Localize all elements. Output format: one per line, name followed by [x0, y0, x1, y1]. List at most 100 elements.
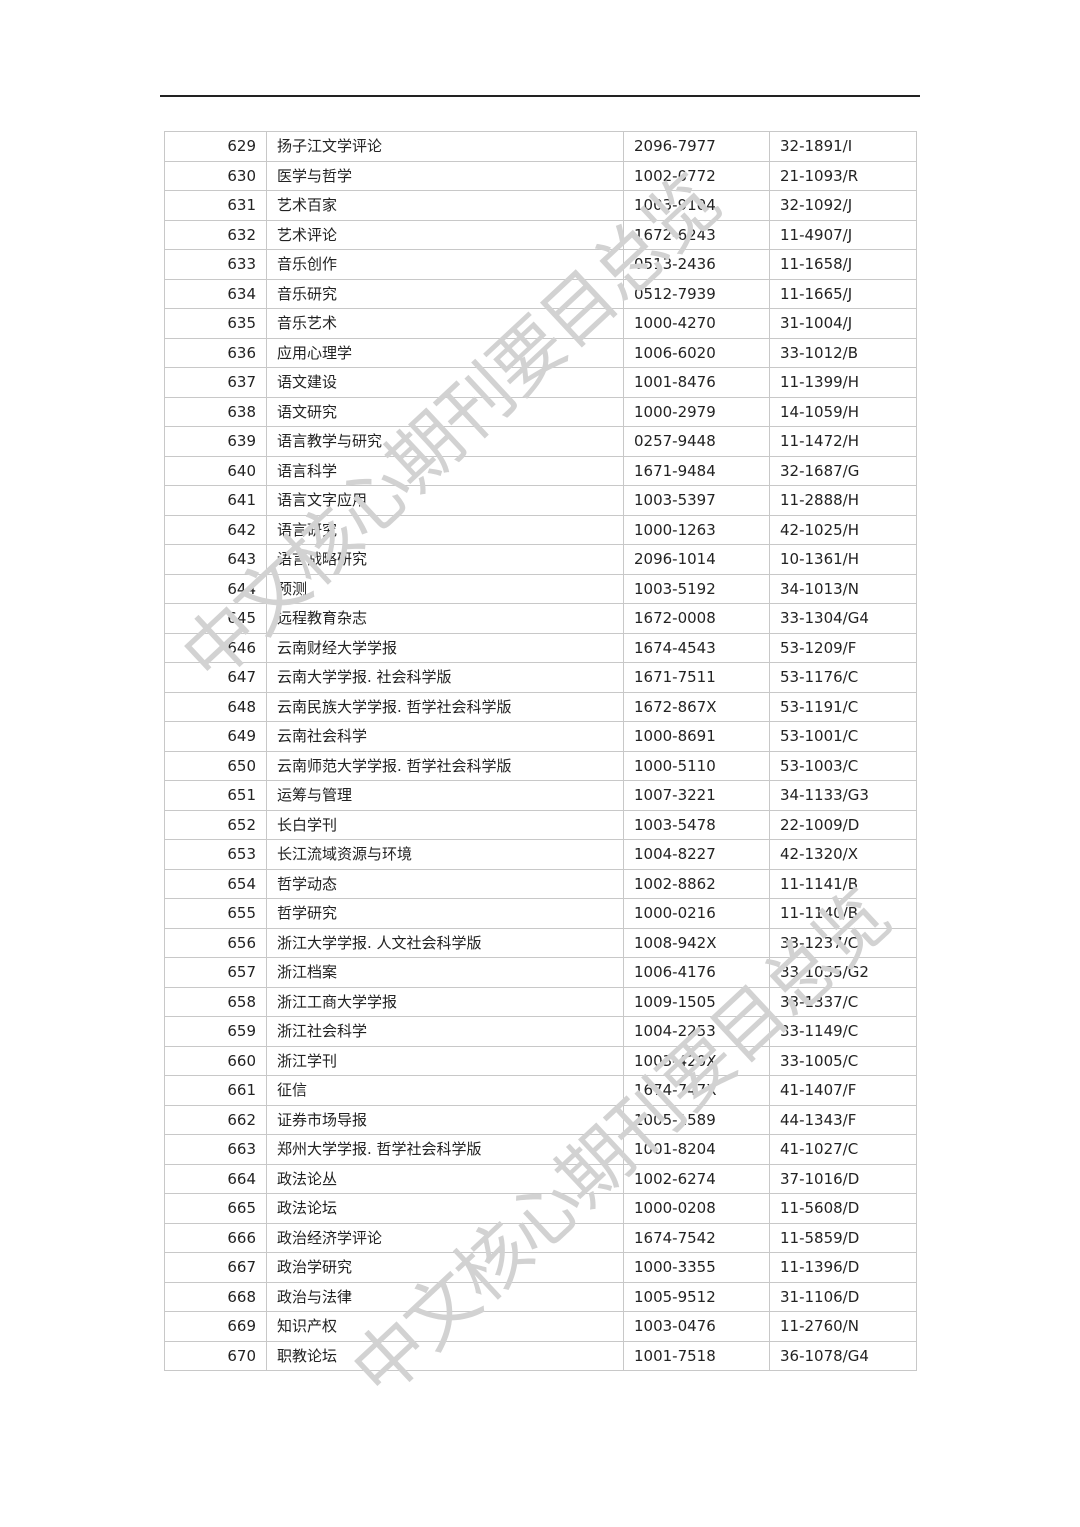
issn: 1001-8476	[623, 367, 770, 398]
table-row: 630 医学与哲学 1002-0772 21-1093/R	[164, 160, 917, 191]
journal-table: 629 扬子江文学评论 2096-7977 32-1891/I 630 医学与哲学 1002…	[164, 131, 917, 1371]
table-row: 655 哲学研究 1000-0216 11-1140/B	[164, 898, 917, 929]
issn: 1672-6243	[623, 219, 770, 250]
journal-name: 语文研究	[266, 396, 624, 427]
cn-number: 53-1003/C	[769, 750, 917, 781]
cn-number: 32-1891/I	[769, 131, 917, 162]
issn: 1002-8862	[623, 868, 770, 899]
journal-name: 语言文字应用	[266, 485, 624, 516]
row-number: 637	[164, 367, 267, 398]
issn: 1671-7511	[623, 662, 770, 693]
issn: 1000-5110	[623, 750, 770, 781]
row-number: 664	[164, 1163, 267, 1194]
issn: 1000-4270	[623, 308, 770, 339]
cn-number: 11-4907/J	[769, 219, 917, 250]
journal-name: 语言科学	[266, 455, 624, 486]
row-number: 634	[164, 278, 267, 309]
table-row: 661 征信 1674-747X 41-1407/F	[164, 1075, 917, 1106]
issn: 1674-4543	[623, 632, 770, 663]
issn: 1671-9484	[623, 455, 770, 486]
cn-number: 31-1004/J	[769, 308, 917, 339]
journal-name: 浙江档案	[266, 957, 624, 988]
cn-number: 33-1005/C	[769, 1045, 917, 1076]
cn-number: 11-1665/J	[769, 278, 917, 309]
table-row: 647 云南大学学报. 社会科学版 1671-7511 53-1176/C	[164, 662, 917, 693]
table-row: 633 音乐创作 0513-2436 11-1658/J	[164, 249, 917, 280]
row-number: 666	[164, 1222, 267, 1253]
table-row: 641 语言文字应用 1003-5397 11-2888/H	[164, 485, 917, 516]
issn: 1006-6020	[623, 337, 770, 368]
journal-name: 政治与法律	[266, 1281, 624, 1312]
row-number: 650	[164, 750, 267, 781]
issn: 1674-747X	[623, 1075, 770, 1106]
journal-name: 哲学动态	[266, 868, 624, 899]
journal-name: 语言战略研究	[266, 544, 624, 575]
cn-number: 42-1025/H	[769, 514, 917, 545]
table-row: 669 知识产权 1003-0476 11-2760/N	[164, 1311, 917, 1342]
cn-number: 53-1191/C	[769, 691, 917, 722]
journal-name: 语言研究	[266, 514, 624, 545]
cn-number: 34-1013/N	[769, 573, 917, 604]
row-number: 638	[164, 396, 267, 427]
row-number: 659	[164, 1016, 267, 1047]
cn-number: 11-1399/H	[769, 367, 917, 398]
row-number: 629	[164, 131, 267, 162]
table-row: 637 语文建设 1001-8476 11-1399/H	[164, 367, 917, 398]
table-row: 646 云南财经大学学报 1674-4543 53-1209/F	[164, 632, 917, 663]
row-number: 640	[164, 455, 267, 486]
row-number: 654	[164, 868, 267, 899]
cn-number: 11-5859/D	[769, 1222, 917, 1253]
table-row: 656 浙江大学学报. 人文社会科学版 1008-942X 33-1237/C	[164, 927, 917, 958]
cn-number: 33-1337/C	[769, 986, 917, 1017]
table-row: 640 语言科学 1671-9484 32-1687/G	[164, 455, 917, 486]
journal-name: 浙江大学学报. 人文社会科学版	[266, 927, 624, 958]
table-row: 639 语言教学与研究 0257-9448 11-1472/H	[164, 426, 917, 457]
table-row: 658 浙江工商大学学报 1009-1505 33-1337/C	[164, 986, 917, 1017]
issn: 1000-8691	[623, 721, 770, 752]
journal-name: 音乐艺术	[266, 308, 624, 339]
row-number: 644	[164, 573, 267, 604]
table-row: 657 浙江档案 1006-4176 33-1055/G2	[164, 957, 917, 988]
cn-number: 11-1140/B	[769, 898, 917, 929]
table-row: 644 预测 1003-5192 34-1013/N	[164, 573, 917, 604]
table-row: 663 郑州大学学报. 哲学社会科学版 1001-8204 41-1027/C	[164, 1134, 917, 1165]
table-row: 654 哲学动态 1002-8862 11-1141/B	[164, 868, 917, 899]
journal-name: 云南民族大学学报. 哲学社会科学版	[266, 691, 624, 722]
issn: 1672-867X	[623, 691, 770, 722]
table-row: 651 运筹与管理 1007-3221 34-1133/G3	[164, 780, 917, 811]
issn: 1003-5192	[623, 573, 770, 604]
journal-name: 浙江社会科学	[266, 1016, 624, 1047]
table-row: 638 语文研究 1000-2979 14-1059/H	[164, 396, 917, 427]
table-row: 634 音乐研究 0512-7939 11-1665/J	[164, 278, 917, 309]
journal-name: 应用心理学	[266, 337, 624, 368]
row-number: 639	[164, 426, 267, 457]
cn-number: 31-1106/D	[769, 1281, 917, 1312]
row-number: 662	[164, 1104, 267, 1135]
cn-number: 33-1149/C	[769, 1016, 917, 1047]
cn-number: 11-1396/D	[769, 1252, 917, 1283]
journal-name: 职教论坛	[266, 1340, 624, 1371]
cn-number: 33-1304/G4	[769, 603, 917, 634]
cn-number: 33-1237/C	[769, 927, 917, 958]
table-row: 643 语言战略研究 2096-1014 10-1361/H	[164, 544, 917, 575]
cn-number: 11-1141/B	[769, 868, 917, 899]
issn: 1003-5478	[623, 809, 770, 840]
table-row: 659 浙江社会科学 1004-2253 33-1149/C	[164, 1016, 917, 1047]
row-number: 643	[164, 544, 267, 575]
journal-name: 证券市场导报	[266, 1104, 624, 1135]
table-row: 670 职教论坛 1001-7518 36-1078/G4	[164, 1340, 917, 1371]
issn: 1009-1505	[623, 986, 770, 1017]
journal-name: 政治学研究	[266, 1252, 624, 1283]
issn: 1008-942X	[623, 927, 770, 958]
row-number: 631	[164, 190, 267, 221]
row-number: 657	[164, 957, 267, 988]
journal-name: 长白学刊	[266, 809, 624, 840]
issn: 1005-9512	[623, 1281, 770, 1312]
cn-number: 41-1407/F	[769, 1075, 917, 1106]
cn-number: 41-1027/C	[769, 1134, 917, 1165]
journal-name: 扬子江文学评论	[266, 131, 624, 162]
journal-name: 郑州大学学报. 哲学社会科学版	[266, 1134, 624, 1165]
journal-name: 浙江学刊	[266, 1045, 624, 1076]
cn-number: 14-1059/H	[769, 396, 917, 427]
table-row: 660 浙江学刊 1003-420X 33-1005/C	[164, 1045, 917, 1076]
